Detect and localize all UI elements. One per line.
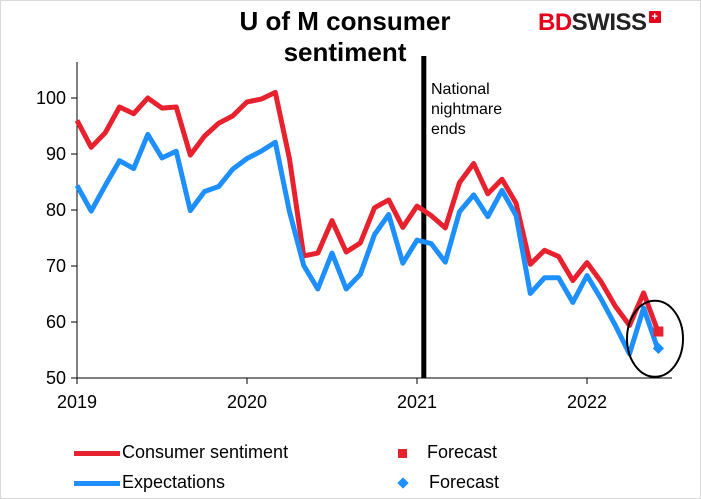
y-tick-label-90: 90 bbox=[46, 144, 66, 164]
legend-label-forecast-blue: Forecast bbox=[429, 472, 500, 492]
legend-swatch-red-line bbox=[74, 450, 120, 456]
annotation-line-3: ends bbox=[431, 121, 466, 138]
legend-square-icon bbox=[398, 448, 407, 458]
forecast-sentiment-marker bbox=[653, 326, 664, 337]
y-tick-label-60: 60 bbox=[46, 312, 66, 332]
legend-label-expectations: Expectations bbox=[122, 472, 226, 492]
y-tick-label-50: 50 bbox=[46, 368, 66, 388]
annotation-text: National nightmare ends bbox=[431, 80, 502, 140]
legend-diamond-icon bbox=[397, 477, 409, 489]
forecast-expectations-marker bbox=[652, 342, 665, 354]
logo-cross-icon: + bbox=[648, 11, 661, 23]
legend-item-forecast-blue: Forecast bbox=[397, 471, 500, 493]
x-tick-label-2022: 2022 bbox=[567, 392, 607, 412]
expectations-line bbox=[74, 131, 661, 357]
legend-label-consumer-sentiment: Consumer sentiment bbox=[122, 442, 289, 462]
y-tick-label-100: 100 bbox=[36, 88, 66, 108]
legend-item-forecast-red: Forecast bbox=[398, 441, 497, 463]
x-tick-label-2019: 2019 bbox=[57, 392, 97, 412]
bdswiss-logo: BD SWISS + bbox=[538, 8, 661, 38]
legend-item-consumer-sentiment: Consumer sentiment bbox=[74, 441, 288, 463]
consumer-sentiment-line bbox=[74, 89, 661, 332]
y-tick-label-70: 70 bbox=[46, 256, 66, 276]
x-tick-label-2020: 2020 bbox=[227, 392, 267, 412]
x-tick-label-2021: 2021 bbox=[397, 392, 437, 412]
legend-swatch-blue-line bbox=[74, 480, 120, 486]
annotation-line-2: nightmare bbox=[431, 101, 503, 118]
forecast-highlight-circle bbox=[626, 299, 684, 378]
y-tick-label-80: 80 bbox=[46, 200, 66, 220]
legend-label-forecast-red: Forecast bbox=[427, 442, 498, 462]
legend-item-expectations: Expectations bbox=[74, 471, 225, 493]
logo-text-swiss: SWISS bbox=[571, 9, 647, 36]
annotation-line-1: National bbox=[431, 81, 490, 98]
chart-title: U of M consumer sentiment bbox=[239, 6, 451, 67]
logo-text-bd: BD bbox=[538, 9, 572, 36]
